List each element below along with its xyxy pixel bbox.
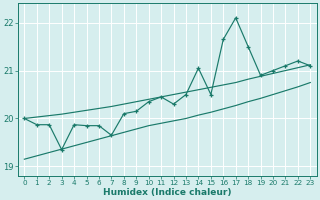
X-axis label: Humidex (Indice chaleur): Humidex (Indice chaleur) bbox=[103, 188, 232, 197]
